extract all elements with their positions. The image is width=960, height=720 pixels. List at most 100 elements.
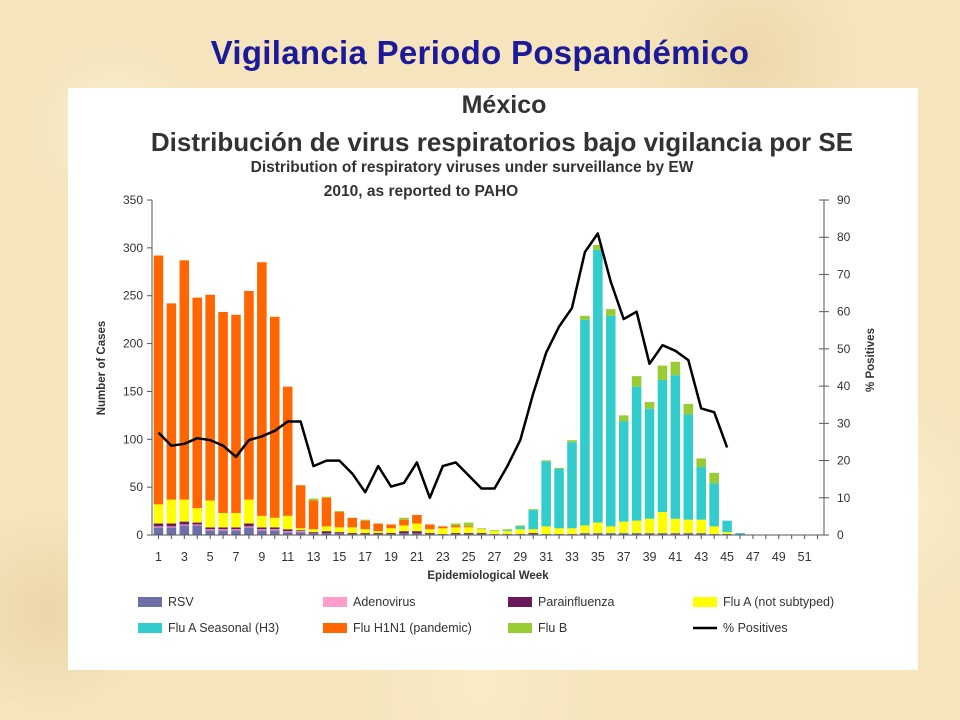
bar-segment-h1n1-week-17 xyxy=(360,520,371,530)
bar-segment-h3-week-29 xyxy=(515,526,526,530)
x-tick-label: 37 xyxy=(617,550,631,564)
bar-segment-flua-week-15 xyxy=(334,527,345,533)
bar-segment-h1n1-week-6 xyxy=(218,311,228,513)
x-tick-label: 51 xyxy=(798,550,812,564)
legend-label: Parainfluenza xyxy=(538,595,614,609)
x-tick-label: 35 xyxy=(591,550,605,564)
bar-segment-adenovirus-week-5 xyxy=(205,529,215,531)
chart-panel: México Distribución de virus respiratori… xyxy=(68,88,918,670)
legend-label: Flu B xyxy=(538,621,567,635)
bar-segment-flub-week-42 xyxy=(683,403,694,415)
x-tick-label: 45 xyxy=(720,550,734,564)
bar-segment-flua-week-9 xyxy=(257,515,267,528)
bar-segment-rsv-week-7 xyxy=(231,530,241,535)
bar-segment-parainfluenza-week-9 xyxy=(257,527,267,530)
legend-swatch-flub xyxy=(508,623,532,633)
x-tick-label: 9 xyxy=(258,550,265,564)
y-tick-label: 0 xyxy=(136,528,143,542)
bar-segment-flub-week-38 xyxy=(631,376,642,387)
bar-segment-parainfluenza-week-18 xyxy=(373,533,383,535)
bar-segment-rsv-week-6 xyxy=(218,530,228,535)
legend-swatch-h1n1 xyxy=(323,623,347,633)
x-tick-label: 5 xyxy=(207,550,214,564)
bar-segment-flua-week-18 xyxy=(373,531,383,534)
x-tick-label: 33 xyxy=(565,550,579,564)
legend-swatch-adenovirus xyxy=(323,597,347,607)
bar-segment-rsv-week-4 xyxy=(192,525,203,535)
bar-segment-parainfluenza-week-12 xyxy=(295,530,306,532)
bar-segment-flua-week-6 xyxy=(218,512,228,528)
bar-segment-flub-week-43 xyxy=(696,458,707,468)
bar-segment-flua-week-11 xyxy=(282,515,293,530)
bar-segment-flua-week-4 xyxy=(192,508,203,523)
bar-segment-flub-week-34 xyxy=(580,315,590,320)
y-tick-label: 200 xyxy=(123,337,143,351)
bar-segment-h3-week-43 xyxy=(696,467,707,520)
bar-segment-h1n1-week-24 xyxy=(450,525,461,528)
bar-segment-h1n1-week-21 xyxy=(412,514,422,524)
bar-segment-h3-week-39 xyxy=(644,408,655,519)
bar-segment-adenovirus-week-10 xyxy=(269,529,280,531)
bar-segment-flua-week-30 xyxy=(528,529,539,534)
bar-segment-h3-week-33 xyxy=(567,442,577,529)
bar-segment-parainfluenza-week-16 xyxy=(347,533,358,535)
bar-segment-rsv-week-36 xyxy=(605,533,616,535)
x-tick-label: 39 xyxy=(643,550,657,564)
bar-segment-flua-week-3 xyxy=(179,499,190,522)
bar-segment-adenovirus-week-6 xyxy=(218,529,228,531)
y-axis-label: Number of Cases xyxy=(96,321,108,416)
bar-segment-flub-week-30 xyxy=(528,509,539,511)
bar-segment-parainfluenza-week-1 xyxy=(153,523,164,527)
bar-segment-flub-week-35 xyxy=(593,244,603,250)
bar-segment-parainfluenza-week-8 xyxy=(244,523,254,527)
bar-segment-h1n1-week-1 xyxy=(153,255,164,505)
bar-segment-h3-week-31 xyxy=(541,461,551,527)
bar-segment-flua-week-29 xyxy=(515,529,526,535)
bar-segment-flua-week-43 xyxy=(696,519,707,534)
bar-segment-h1n1-week-20 xyxy=(399,519,409,526)
bar-segment-flua-week-5 xyxy=(205,500,215,528)
x-tick-label: 25 xyxy=(462,550,476,564)
y-tick-label: 100 xyxy=(123,432,143,446)
bar-segment-parainfluenza-week-20 xyxy=(399,531,409,534)
bar-segment-flua-week-33 xyxy=(567,528,577,535)
bar-segment-h1n1-week-19 xyxy=(386,524,396,529)
bar-segment-h1n1-week-25 xyxy=(463,526,474,528)
bar-segment-h3-week-36 xyxy=(605,315,616,527)
bar-segment-parainfluenza-week-25 xyxy=(463,533,474,535)
y-tick-label: 350 xyxy=(123,193,143,207)
bar-segment-h3-week-32 xyxy=(554,468,564,529)
bar-segment-h3-week-46 xyxy=(735,533,745,535)
x-tick-label: 19 xyxy=(384,550,398,564)
y2-tick-label: 90 xyxy=(837,193,851,207)
bar-segment-flua-week-13 xyxy=(308,529,319,533)
bar-segment-flua-week-38 xyxy=(631,520,642,534)
bar-segment-adenovirus-week-8 xyxy=(244,526,254,528)
bar-segment-rsv-week-5 xyxy=(205,530,215,535)
x-tick-label: 15 xyxy=(332,550,346,564)
bar-segment-h1n1-week-7 xyxy=(231,314,241,513)
y-tick-label: 50 xyxy=(130,480,144,494)
x-tick-label: 13 xyxy=(307,550,321,564)
bar-segment-h3-week-30 xyxy=(528,510,539,530)
bar-segment-flua-week-21 xyxy=(412,523,422,532)
bar-segment-h1n1-week-12 xyxy=(295,485,306,529)
bar-segment-flua-week-25 xyxy=(463,527,474,534)
bar-segment-flua-week-24 xyxy=(450,527,461,534)
bar-segment-rsv-week-8 xyxy=(244,527,254,535)
chart-title: México xyxy=(462,91,547,119)
bar-segment-flua-week-23 xyxy=(437,528,448,535)
bar-segment-flua-week-45 xyxy=(722,532,732,535)
x-tick-label: 29 xyxy=(513,550,527,564)
bar-segment-flua-week-28 xyxy=(502,531,513,535)
bar-segment-h3-week-38 xyxy=(631,386,642,521)
bar-segment-rsv-week-35 xyxy=(593,533,603,535)
x-tick-label: 23 xyxy=(436,550,450,564)
bar-segment-flub-week-20 xyxy=(399,517,409,520)
y2-tick-label: 20 xyxy=(837,454,851,468)
bar-segment-flua-week-34 xyxy=(580,525,590,534)
bar-segment-flua-week-10 xyxy=(269,517,280,528)
legend-swatch-flua xyxy=(693,597,717,607)
bar-segment-rsv-week-37 xyxy=(618,533,629,535)
bar-segment-flub-week-13 xyxy=(308,498,319,501)
